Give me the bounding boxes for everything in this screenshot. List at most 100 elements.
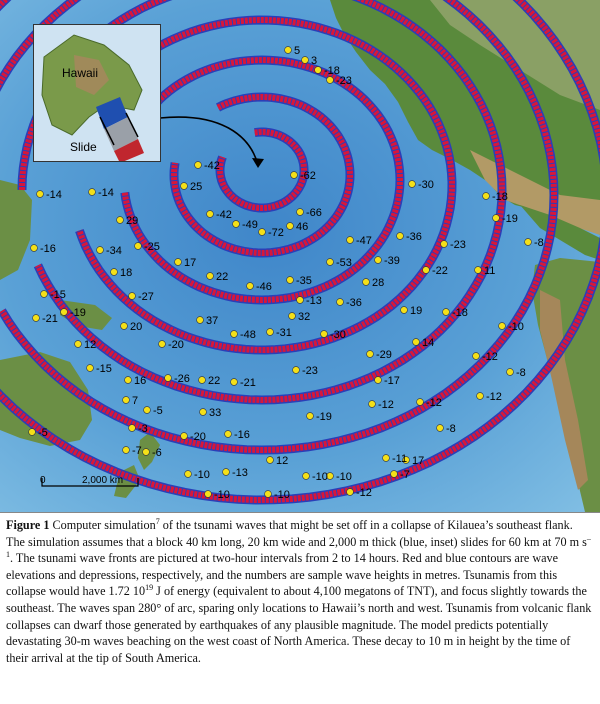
- wave-marker-86: [204, 490, 212, 498]
- wave-front-elevation-2: [170, 93, 354, 257]
- wave-height-label: -16: [40, 243, 56, 255]
- figure-caption: Figure 1 Computer simulation7 of the tsu…: [6, 517, 594, 666]
- wave-marker-66: [416, 398, 424, 406]
- wave-marker-62: [122, 396, 130, 404]
- wave-height-label: 17: [184, 257, 196, 269]
- caption-body-2: . The tsunami wave fronts are pictured a…: [6, 551, 559, 599]
- wave-height-label: -30: [330, 329, 346, 341]
- hawaii-pointer-arrowhead: [252, 158, 264, 168]
- wave-height-label: -46: [256, 281, 272, 293]
- slide-block-red: [114, 139, 144, 161]
- wave-marker-46: [288, 312, 296, 320]
- wave-height-label: -12: [486, 391, 502, 403]
- wave-marker-79: [390, 470, 398, 478]
- wave-marker-60: [472, 352, 480, 360]
- wave-height-label: -12: [482, 351, 498, 363]
- wave-marker-55: [230, 378, 238, 386]
- wave-height-label: -10: [508, 321, 524, 333]
- wave-height-label: -48: [240, 329, 256, 341]
- wave-marker-64: [199, 408, 207, 416]
- wave-height-label: -42: [204, 160, 220, 172]
- wave-marker-59: [412, 338, 420, 346]
- wave-height-label: 32: [298, 311, 310, 323]
- wave-marker-41: [74, 340, 82, 348]
- wave-height-label: 46: [296, 221, 308, 233]
- wave-marker-70: [142, 448, 150, 456]
- wave-marker-77: [436, 424, 444, 432]
- wave-marker-12: [258, 228, 266, 236]
- wave-front-elevation-4: [76, 16, 456, 354]
- wave-height-label: -15: [50, 289, 66, 301]
- wave-marker-9: [290, 171, 298, 179]
- wave-marker-30: [326, 258, 334, 266]
- wave-marker-14: [206, 210, 214, 218]
- north-america-highlands: [430, 0, 600, 110]
- hawaii-pointer-line: [159, 116, 259, 166]
- wave-front-elevation-1: [217, 129, 307, 211]
- wave-marker-57: [320, 330, 328, 338]
- wave-height-label: -20: [168, 339, 184, 351]
- wave-height-label: -31: [276, 327, 292, 339]
- central-america-landmass: [520, 205, 600, 260]
- wave-marker-20: [474, 266, 482, 274]
- wave-height-label: -47: [356, 235, 372, 247]
- wave-height-label: 19: [410, 305, 422, 317]
- wave-height-label: 17: [412, 455, 424, 467]
- wave-marker-39: [32, 314, 40, 322]
- wave-height-label: 5: [294, 45, 300, 57]
- wave-height-label: -34: [106, 245, 122, 257]
- wave-marker-82: [266, 456, 274, 464]
- wave-marker-69: [128, 424, 136, 432]
- wave-height-label: 22: [208, 375, 220, 387]
- wave-height-label: -29: [376, 349, 392, 361]
- wave-height-label: -3: [138, 423, 148, 435]
- wave-height-label: -10: [214, 489, 230, 501]
- wave-marker-10: [296, 208, 304, 216]
- wave-marker-84: [326, 472, 334, 480]
- wave-height-label: -10: [336, 471, 352, 483]
- wave-height-label: 28: [372, 277, 384, 289]
- wave-marker-24: [116, 216, 124, 224]
- wave-marker-56: [292, 366, 300, 374]
- wave-marker-38: [60, 308, 68, 316]
- wave-height-label: -7: [132, 445, 142, 457]
- wave-height-label: -22: [432, 265, 448, 277]
- wave-height-label: -12: [356, 487, 372, 499]
- inset-slide-label: Slide: [70, 140, 97, 154]
- wave-height-label: -8: [446, 423, 456, 435]
- wave-height-label: -25: [144, 241, 160, 253]
- figure-label: Figure 1: [6, 518, 50, 532]
- wave-marker-49: [400, 306, 408, 314]
- wave-marker-22: [36, 190, 44, 198]
- wave-marker-45: [266, 328, 274, 336]
- wave-height-label: -21: [240, 377, 256, 389]
- wave-height-label: 11: [484, 265, 495, 277]
- wave-height-label: -8: [534, 237, 544, 249]
- wave-marker-33: [30, 244, 38, 252]
- wave-height-label: -10: [274, 489, 290, 501]
- wave-marker-75: [306, 412, 314, 420]
- wave-marker-19: [440, 240, 448, 248]
- wave-marker-36: [128, 292, 136, 300]
- wave-marker-25: [134, 242, 142, 250]
- wave-front-elevation-7: [0, 0, 600, 504]
- asia-landmass: [0, 180, 32, 280]
- wave-marker-28: [246, 282, 254, 290]
- wave-height-label: -62: [300, 170, 316, 182]
- wave-height-label: -18: [324, 65, 340, 77]
- wave-height-label: -13: [306, 295, 322, 307]
- wave-marker-88: [296, 296, 304, 304]
- wave-height-label: -26: [174, 373, 190, 385]
- wave-height-label: -53: [336, 257, 352, 269]
- caption-reference: 7: [155, 516, 160, 526]
- wave-height-label: -12: [426, 397, 442, 409]
- wave-marker-68: [28, 428, 36, 436]
- wave-marker-17: [346, 236, 354, 244]
- wave-marker-81: [222, 468, 230, 476]
- wave-height-label: -30: [418, 179, 434, 191]
- wave-marker-2: [301, 56, 309, 64]
- wave-height-label: -20: [190, 431, 206, 443]
- wave-marker-78: [382, 454, 390, 462]
- wave-height-label: -10: [312, 471, 328, 483]
- wave-marker-34: [96, 246, 104, 254]
